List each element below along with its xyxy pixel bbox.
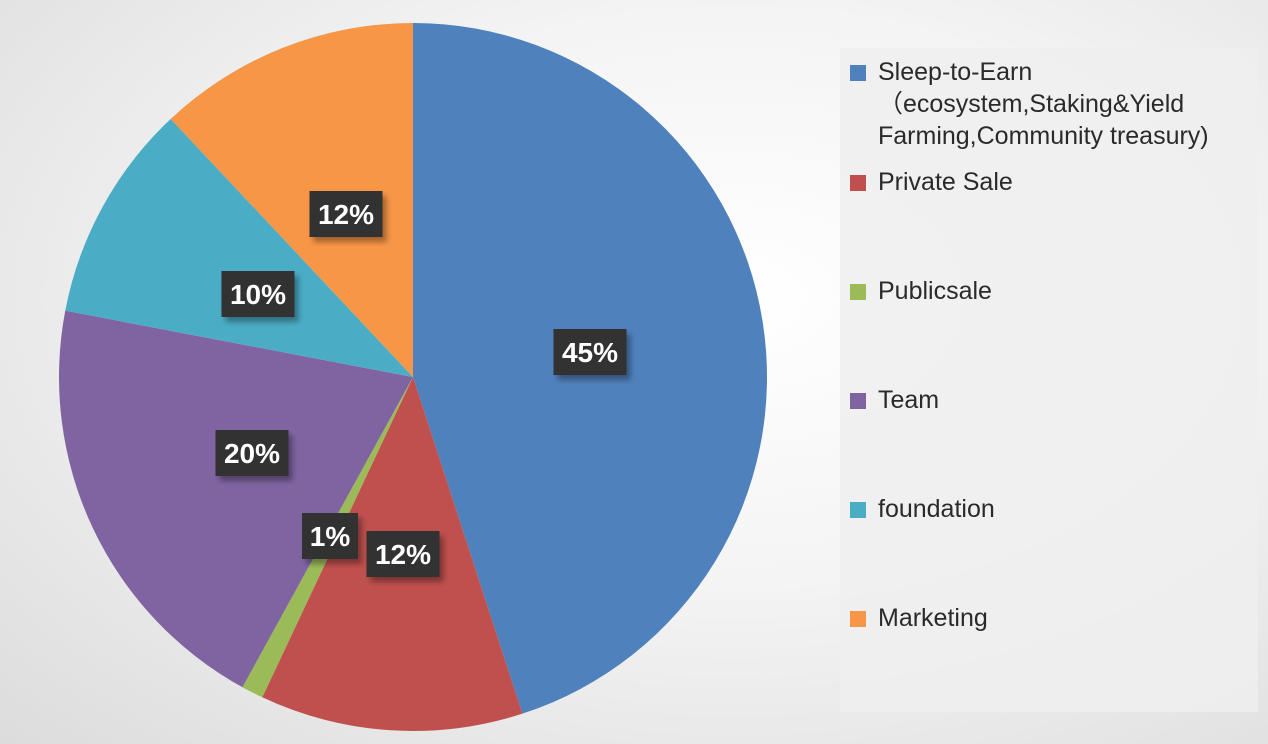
- legend-item-5: foundation: [850, 493, 1255, 525]
- data-label-box: [215, 430, 289, 476]
- data-label-5: 10%: [221, 271, 295, 317]
- data-label-box: [366, 531, 440, 577]
- legend-swatch: [850, 502, 866, 518]
- data-label-text: 20%: [224, 438, 280, 469]
- data-label-3: 1%: [302, 513, 358, 559]
- pie-slice-5: [65, 118, 413, 378]
- legend-label: foundation: [878, 495, 995, 523]
- legend-swatch: [850, 175, 866, 191]
- data-label-box: [553, 329, 627, 375]
- data-label-2: 12%: [366, 531, 440, 577]
- legend-swatch: [850, 611, 866, 627]
- legend-swatch: [850, 393, 866, 409]
- data-label-text: 1%: [310, 521, 351, 552]
- data-label-box: [221, 271, 295, 317]
- legend-item-1: Sleep-to-Earn （ecosystem,Staking&Yield F…: [850, 56, 1255, 152]
- legend-label: Private Sale: [878, 168, 1013, 196]
- data-label-4: 20%: [215, 430, 289, 476]
- legend-item-3: Publicsale: [850, 275, 1255, 307]
- legend-label: Sleep-to-Earn （ecosystem,Staking&Yield F…: [878, 58, 1209, 150]
- legend-label: Marketing: [878, 604, 988, 632]
- pie-slice-6: [170, 22, 413, 377]
- pie-slice-4: [58, 310, 413, 688]
- legend: Sleep-to-Earn （ecosystem,Staking&Yield F…: [840, 48, 1258, 712]
- legend-item-2: Private Sale: [850, 166, 1255, 198]
- pie-slices: [58, 22, 767, 731]
- legend-item-6: Marketing: [850, 602, 1255, 634]
- data-label-box: [309, 191, 383, 237]
- data-label-1: 45%: [553, 329, 627, 375]
- pie-data-labels: 45% 12% 1% 20% 10% 12%: [215, 191, 627, 577]
- legend-label: Team: [878, 386, 940, 414]
- legend-item-4: Team: [850, 384, 1255, 416]
- data-label-text: 10%: [230, 279, 286, 310]
- data-label-text: 12%: [375, 539, 431, 570]
- legend-swatch: [850, 284, 866, 300]
- legend-label: Publicsale: [878, 277, 992, 305]
- legend-swatch: [850, 65, 866, 81]
- data-label-box: [302, 513, 358, 559]
- data-label-text: 45%: [562, 337, 618, 368]
- data-label-text: 12%: [318, 199, 374, 230]
- data-label-6: 12%: [309, 191, 383, 237]
